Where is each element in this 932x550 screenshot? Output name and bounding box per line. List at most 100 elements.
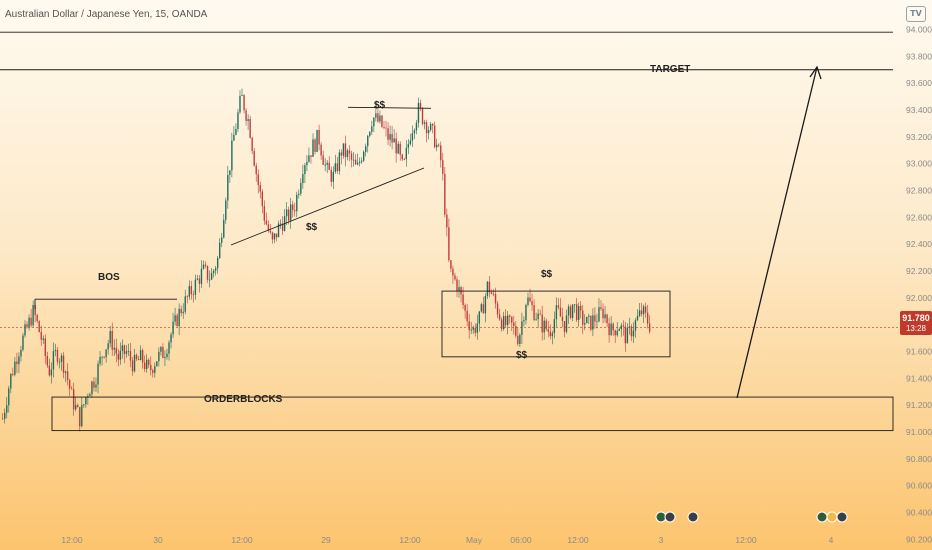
candle-body <box>352 159 355 161</box>
candle-body <box>531 301 533 306</box>
range-bottom-label: $$ <box>516 350 528 361</box>
candle-body <box>83 404 85 406</box>
candle-body <box>480 304 483 312</box>
tradingview-logo-icon[interactable]: TV <box>906 6 926 22</box>
candle-body <box>624 326 627 344</box>
candle-body <box>44 338 46 356</box>
candle-body <box>642 306 645 315</box>
target-arrow-shaft[interactable] <box>736 66 818 399</box>
candle-body <box>129 351 132 361</box>
candle-body <box>296 194 298 212</box>
candle-body <box>517 335 519 344</box>
candle-body <box>608 323 610 336</box>
y-tick-label: 90.600 <box>906 481 932 491</box>
target-arrow-head[interactable] <box>809 65 822 80</box>
candles <box>2 88 651 432</box>
event-icons[interactable] <box>655 511 848 523</box>
candle-body <box>533 305 535 320</box>
candle-body <box>470 329 472 331</box>
symbol-title[interactable]: Australian Dollar / Japanese Yen, 15, OA… <box>5 9 208 20</box>
candle-body <box>18 356 20 365</box>
event-flag-icon <box>687 511 699 523</box>
candle-body <box>614 330 616 336</box>
candle-body <box>590 315 592 330</box>
candle-body <box>324 164 326 166</box>
candle-body <box>60 355 63 362</box>
x-tick-label: 12:00 <box>399 535 421 545</box>
candle-body <box>344 143 347 158</box>
candle-body <box>22 335 24 350</box>
candle-body <box>385 127 387 129</box>
candle-body <box>429 123 432 131</box>
y-tick-label: 93.600 <box>906 78 932 88</box>
candle-body <box>150 364 152 371</box>
candle-body <box>277 223 280 238</box>
candle-body <box>571 304 574 318</box>
trendline-liquidity[interactable] <box>230 167 425 246</box>
candle-body <box>275 233 278 238</box>
candle-body <box>10 373 12 389</box>
candle-body <box>255 165 257 175</box>
candle-body <box>328 162 330 170</box>
y-tick-label: 90.800 <box>906 454 932 464</box>
candle-body <box>606 314 608 324</box>
candle-body <box>350 153 353 160</box>
candle-body <box>306 161 308 166</box>
candle-body <box>594 315 596 322</box>
candle-body <box>458 287 460 291</box>
candle-body <box>208 279 211 281</box>
candle-body <box>419 102 422 109</box>
candle-body <box>111 331 113 350</box>
candle-body <box>409 140 412 145</box>
candle-body <box>36 315 38 322</box>
candle-body <box>421 108 424 124</box>
top-liquidity-line[interactable] <box>347 106 432 109</box>
candle-body <box>271 232 274 240</box>
candle-body <box>436 144 438 148</box>
candle-body <box>537 313 539 320</box>
y-tick-label: 93.200 <box>906 132 932 142</box>
y-tick-label: 91.400 <box>906 373 932 383</box>
candle-body <box>440 145 442 161</box>
candle-body <box>198 278 201 284</box>
y-tick-label: 90.400 <box>906 507 932 517</box>
candle-body <box>186 296 188 298</box>
candle-body <box>107 343 109 350</box>
candle-body <box>89 394 91 396</box>
candle-body <box>269 230 272 233</box>
candle-body <box>535 319 537 320</box>
candle-body <box>646 312 649 324</box>
candle-body <box>348 150 351 154</box>
candle-body <box>294 210 296 212</box>
candle-body <box>123 345 126 354</box>
orderblock-zone[interactable] <box>51 396 894 432</box>
target-label: TARGET <box>650 64 690 75</box>
candle-body <box>221 237 223 243</box>
candle-body <box>79 407 81 427</box>
candle-body <box>265 220 268 225</box>
candle-body <box>46 355 49 366</box>
candle-body <box>640 310 643 315</box>
candle-body <box>206 265 209 280</box>
candle-body <box>56 349 59 362</box>
range-box[interactable] <box>441 290 671 358</box>
candle-body <box>486 281 489 296</box>
candle-body <box>334 163 337 172</box>
candle-body <box>577 306 580 320</box>
candle-body <box>354 159 357 165</box>
candle-body <box>395 138 397 154</box>
candle-body <box>239 95 241 113</box>
candle-body <box>4 412 6 419</box>
candle-body <box>332 171 334 182</box>
candle-body <box>58 361 61 363</box>
candle-body <box>397 143 399 154</box>
candle-body <box>237 112 239 130</box>
candle-body <box>387 128 389 140</box>
candle-body <box>462 294 464 306</box>
candle-body <box>182 311 184 314</box>
candle-body <box>212 270 215 274</box>
candle-body <box>472 327 474 330</box>
candle-body <box>630 326 633 337</box>
candle-body <box>38 321 40 333</box>
